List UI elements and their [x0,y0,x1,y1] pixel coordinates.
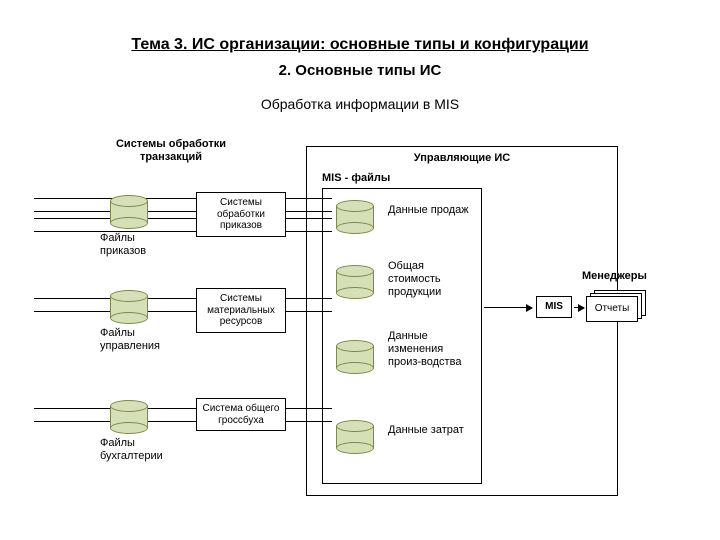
cylinder-mis-production [336,340,374,374]
header-right: Управляющие ИС [306,152,618,165]
header-left: Системы обработки транзакций [86,138,256,164]
cylinder-files-mgmt [110,290,148,324]
page-title-line1: Тема 3. ИС организации: основные типы и … [0,36,720,54]
cylinder-mis-sales [336,200,374,234]
page-title-line3: Обработка информации в MIS [0,96,720,112]
label-files-accounting: Файлы бухгалтерии [100,437,180,463]
cylinder-files-accounting [110,400,148,434]
process-materials: Системы материальных ресурсов [196,288,286,333]
flow-channel-1b [34,218,332,232]
mis-box: MIS [536,296,572,318]
process-ledger: Система общего гроссбуха [196,398,286,431]
flow-channel-3 [34,408,332,422]
process-orders: Системы обработки приказов [196,192,286,237]
cylinder-mis-expenses [336,420,374,454]
header-managers: Менеджеры [582,270,647,283]
page-title-line2: 2. Основные типы ИС [0,62,720,79]
label-mis-production: Данные изменения произ-водства [388,330,474,370]
reports-label: Отчеты [586,296,638,322]
header-mis-files: MIS - файлы [322,172,390,185]
flow-channel-2 [34,298,332,312]
arrow-mis-to-reports [574,307,584,308]
flow-channel-1a [34,198,332,212]
label-files-orders: Файлы приказов [100,232,170,258]
cylinder-mis-cost [336,265,374,299]
arrow-frame-to-mis [484,307,532,308]
label-mis-expenses: Данные затрат [388,424,474,437]
cylinder-files-orders [110,195,148,229]
reports-stack: Отчеты [586,290,646,322]
label-mis-sales: Данные продаж [388,204,474,217]
label-files-mgmt: Файлы управления [100,327,180,353]
label-mis-cost: Общая стоимость продукции [388,260,474,300]
